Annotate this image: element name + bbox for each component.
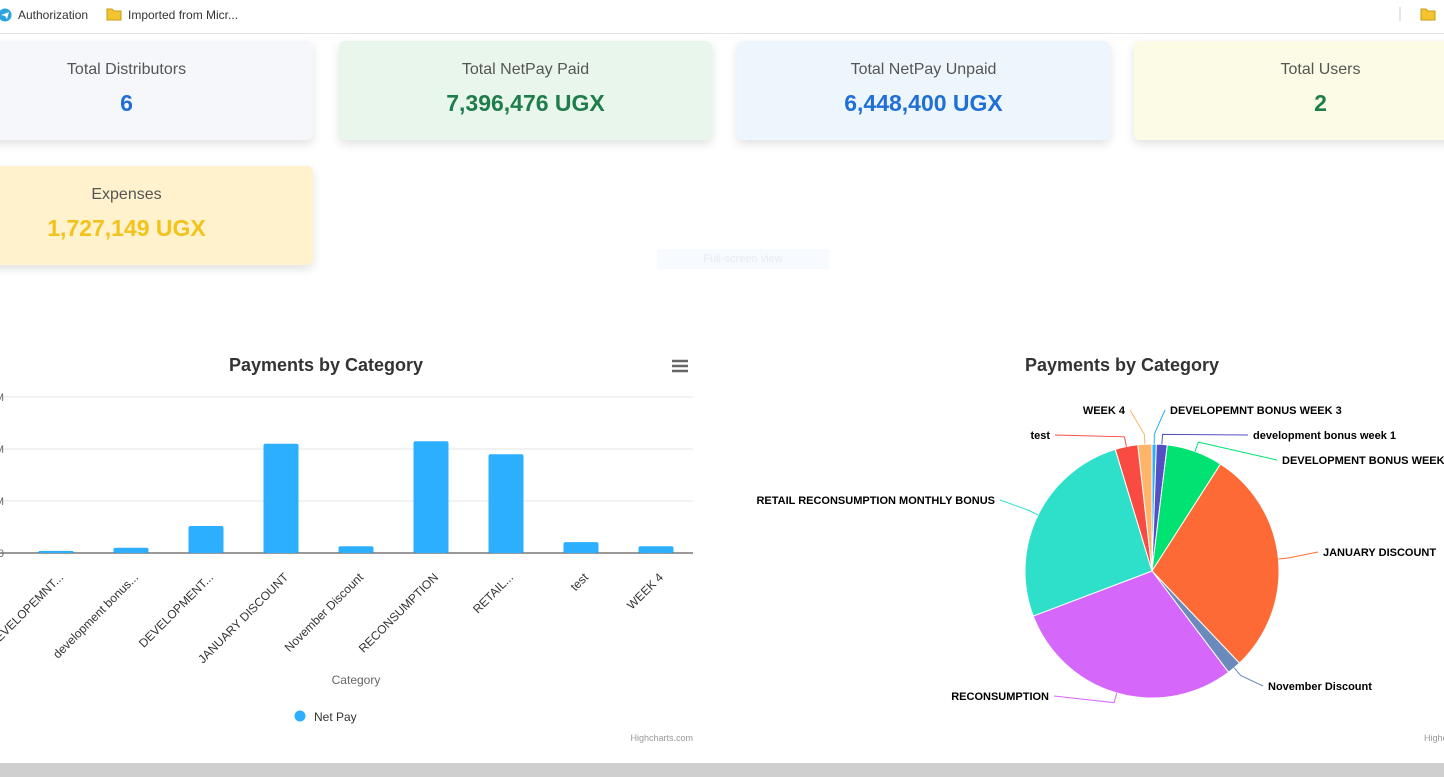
bar xyxy=(488,454,524,553)
connector xyxy=(1161,433,1249,445)
chart-menu[interactable] xyxy=(672,359,688,373)
card-label: Total Users xyxy=(1280,61,1361,78)
y-tick-label: 2M xyxy=(0,444,4,456)
slice-label: test xyxy=(1030,430,1050,442)
slice-label: DEVELOPEMNT BONUS WEEK 3 xyxy=(1170,405,1342,417)
y-tick-label: 1M xyxy=(0,496,4,508)
bar xyxy=(263,443,299,553)
y-tick-label: 3M xyxy=(0,392,4,404)
chart-title: Payments by Category xyxy=(1025,355,1219,375)
connector xyxy=(1054,434,1127,447)
card-value: 6,448,400 UGX xyxy=(844,90,1003,116)
bar xyxy=(188,525,224,553)
x-axis-title: Category xyxy=(332,673,381,687)
folder-icon xyxy=(106,8,122,21)
fullscreen-hint: Full-screen view xyxy=(657,249,829,269)
x-tick-label: DEVELOPEMNT... xyxy=(0,570,66,650)
telegram-icon xyxy=(0,8,12,22)
connector xyxy=(1153,409,1166,445)
connector xyxy=(1278,551,1319,560)
card-label: Total NetPay Paid xyxy=(461,61,590,78)
x-tick-label: DEVELOPMENT... xyxy=(136,570,216,650)
bookmarks-bar: Authorization Imported from Micr... xyxy=(0,0,1444,34)
credits: Highcharts.com xyxy=(1424,733,1444,743)
card-label: Total Distributors xyxy=(66,61,187,78)
separator xyxy=(1399,7,1401,21)
stat-card: Total NetPay Paid 7,396,476 UGX xyxy=(339,41,712,140)
slice-label: WEEK 4 xyxy=(1083,405,1126,417)
stat-card: Expenses 1,727,149 UGX xyxy=(0,166,313,265)
bar xyxy=(38,550,74,553)
pie-slice xyxy=(1137,443,1153,572)
bookmark[interactable]: Authorization xyxy=(18,8,89,22)
x-tick-label: development bonus... xyxy=(50,570,141,661)
stat-card: Total Users 2 xyxy=(1134,41,1444,140)
folder-icon xyxy=(1420,8,1436,21)
bar xyxy=(338,546,374,553)
stat-card: Total NetPay Unpaid 6,448,400 UGX xyxy=(737,41,1110,140)
connector xyxy=(1129,409,1146,445)
stat-card: Total Distributors 6 xyxy=(0,41,313,140)
pie-slice xyxy=(1024,448,1153,617)
chart-title: Payments by Category xyxy=(229,355,423,375)
x-tick-label: test xyxy=(568,570,592,594)
y-tick-label: 0 xyxy=(0,548,4,560)
slice-label: DEVELOPMENT BONUS WEEK 4 xyxy=(1282,455,1444,467)
bookmark[interactable]: Imported from Micr... xyxy=(128,8,239,22)
connector xyxy=(1194,441,1278,461)
legend-label: Net Pay xyxy=(314,710,357,724)
slice-label: development bonus week 1 xyxy=(1253,430,1396,442)
legend-marker xyxy=(294,710,306,722)
credits: Highcharts.com xyxy=(630,733,693,743)
connector xyxy=(1233,667,1264,687)
x-tick-label: November Discount xyxy=(282,570,367,655)
card-value: 6 xyxy=(120,90,133,116)
bar xyxy=(413,441,449,553)
slice-label: RETAIL RECONSUMPTION MONTHLY BONUS xyxy=(756,495,995,507)
bar xyxy=(563,542,599,553)
connector xyxy=(999,499,1039,516)
slice-label: JANUARY DISCOUNT xyxy=(1323,547,1436,559)
bar xyxy=(113,547,149,553)
card-label: Expenses xyxy=(91,186,162,203)
x-tick-label: RECONSUMPTION xyxy=(356,570,441,655)
connector xyxy=(1053,692,1118,704)
bar xyxy=(638,546,674,553)
card-value: 1,727,149 UGX xyxy=(47,215,206,241)
slice-label: November Discount xyxy=(1268,681,1372,693)
x-tick-label: RETAIL... xyxy=(470,570,516,616)
pie-slice xyxy=(1151,463,1280,664)
card-value: 2 xyxy=(1314,90,1327,116)
slice-label: RECONSUMPTION xyxy=(951,691,1049,703)
x-tick-label: WEEK 4 xyxy=(624,570,666,612)
card-value: 7,396,476 UGX xyxy=(446,90,605,116)
scrollbar xyxy=(0,763,1444,777)
card-label: Total NetPay Unpaid xyxy=(850,61,997,78)
